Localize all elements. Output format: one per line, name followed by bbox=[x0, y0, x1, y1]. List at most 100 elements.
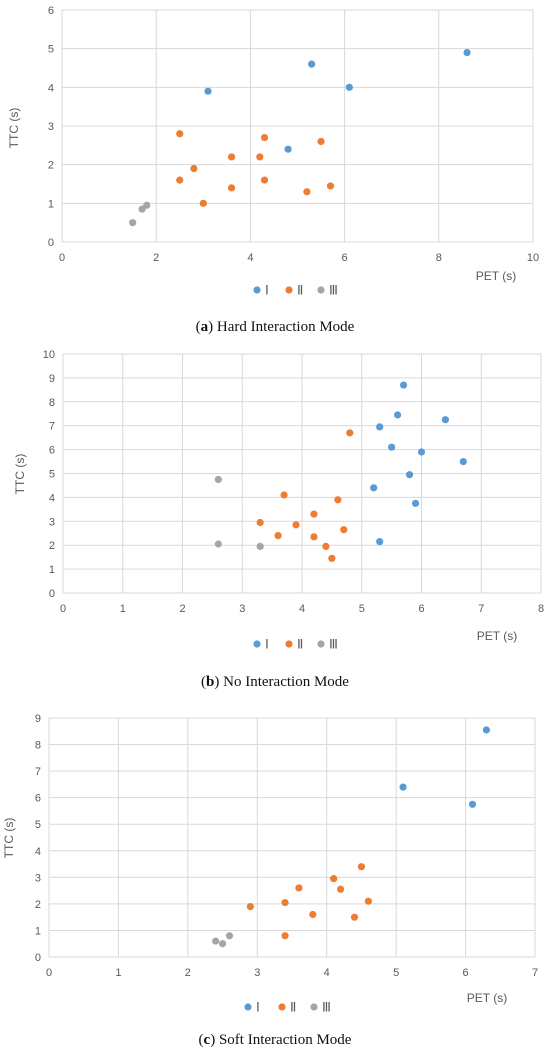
y-tick-label: 1 bbox=[35, 925, 41, 937]
data-point-i bbox=[376, 423, 384, 431]
legend-label-iii: Ⅲ bbox=[329, 637, 338, 652]
data-point-ii bbox=[364, 897, 372, 905]
legend-marker-i bbox=[253, 640, 261, 648]
data-point-ii bbox=[326, 182, 335, 190]
plot-area bbox=[48, 717, 536, 958]
data-point-ii bbox=[346, 429, 354, 437]
legend-marker-iii bbox=[310, 1003, 318, 1011]
x-tick-label: 0 bbox=[59, 252, 65, 264]
y-tick-label: 1 bbox=[48, 198, 54, 210]
x-axis-title: PET (s) bbox=[476, 269, 516, 283]
data-point-ii bbox=[260, 134, 269, 142]
x-tick-label: 8 bbox=[436, 252, 442, 264]
data-point-i bbox=[399, 381, 408, 389]
x-tick-label: 5 bbox=[393, 967, 399, 979]
y-tick-label: 10 bbox=[43, 349, 55, 361]
data-point-ii bbox=[317, 137, 325, 146]
x-tick-label: 3 bbox=[254, 967, 260, 979]
y-tick-label: 5 bbox=[48, 44, 54, 56]
caption-text: Hard Interaction Mode bbox=[217, 319, 355, 335]
y-tick-label: 2 bbox=[49, 540, 55, 552]
data-point-ii bbox=[256, 518, 264, 527]
data-point-ii bbox=[330, 875, 338, 883]
x-tick-label: 7 bbox=[478, 603, 484, 615]
x-tick-label: 4 bbox=[247, 252, 253, 264]
legend-marker-i bbox=[244, 1003, 252, 1011]
data-point-ii bbox=[340, 526, 348, 534]
data-point-ii bbox=[328, 554, 336, 562]
y-tick-label: 4 bbox=[48, 82, 54, 94]
x-tick-label: 5 bbox=[359, 603, 365, 615]
data-point-iii bbox=[218, 940, 227, 948]
y-tick-label: 5 bbox=[49, 469, 55, 481]
y-tick-label: 6 bbox=[49, 445, 55, 457]
data-point-i bbox=[376, 538, 384, 546]
x-axis-title: PET (s) bbox=[477, 629, 517, 643]
x-tick-label: 2 bbox=[153, 252, 159, 264]
caption-text: No Interaction Mode bbox=[223, 674, 349, 690]
legend-marker-i bbox=[253, 286, 261, 294]
y-tick-label: 7 bbox=[49, 421, 55, 433]
data-point-i bbox=[482, 726, 490, 734]
data-point-i bbox=[417, 448, 426, 456]
data-point-ii bbox=[303, 188, 311, 196]
y-tick-label: 2 bbox=[48, 160, 54, 172]
y-tick-label: 5 bbox=[35, 819, 41, 831]
x-tick-label: 7 bbox=[532, 967, 538, 979]
y-tick-label: 3 bbox=[49, 516, 55, 528]
figure-caption: (a) Hard Interaction Mode bbox=[196, 319, 355, 335]
data-point-ii bbox=[227, 184, 236, 192]
scatter-chart-no-interaction: 0 1 2 3 4 5 6 7 8 9 10 0 1 2 3 4 5 6 7 8 PET (s) TTC (s) Ⅰ Ⅱ Ⅲ (b… bbox=[13, 349, 544, 690]
legend-label-ii: Ⅱ bbox=[290, 1000, 296, 1015]
y-tick-label: 1 bbox=[49, 564, 55, 576]
y-tick-label: 0 bbox=[35, 952, 41, 964]
data-point-i bbox=[284, 145, 292, 153]
data-point-iii bbox=[214, 475, 222, 484]
x-tick-label: 1 bbox=[115, 967, 121, 979]
legend-label-i: Ⅰ bbox=[265, 283, 269, 298]
figure-caption: (c) Soft Interaction Mode bbox=[199, 1032, 352, 1048]
data-point-i bbox=[459, 457, 467, 466]
y-axis-title: TTC (s) bbox=[7, 108, 21, 149]
plot-area bbox=[61, 9, 534, 243]
data-point-i bbox=[370, 484, 378, 492]
data-point-iii bbox=[214, 540, 222, 548]
x-tick-label: 6 bbox=[418, 603, 424, 615]
y-tick-label: 0 bbox=[48, 237, 54, 249]
x-tick-label: 4 bbox=[324, 967, 330, 979]
data-point-i bbox=[441, 416, 449, 424]
caption-letter: a bbox=[201, 319, 209, 335]
data-point-ii bbox=[281, 898, 289, 907]
y-axis-title: TTC (s) bbox=[13, 454, 27, 495]
x-tick-label: 6 bbox=[342, 252, 348, 264]
data-point-i bbox=[399, 783, 407, 791]
caption-letter: c bbox=[204, 1032, 211, 1048]
x-tick-label: 3 bbox=[239, 603, 245, 615]
data-point-ii bbox=[310, 510, 318, 518]
y-tick-label: 3 bbox=[48, 121, 54, 133]
legend-label-iii: Ⅲ bbox=[322, 1000, 331, 1015]
legend-label-ii: Ⅱ bbox=[297, 637, 303, 652]
legend-marker-iii bbox=[317, 286, 325, 294]
data-point-ii bbox=[337, 885, 345, 893]
data-point-ii bbox=[176, 130, 184, 138]
data-point-ii bbox=[256, 153, 264, 161]
x-tick-label: 1 bbox=[120, 603, 126, 615]
x-tick-label: 2 bbox=[179, 603, 185, 615]
x-axis-title: PET (s) bbox=[467, 991, 507, 1005]
data-point-i bbox=[204, 87, 212, 95]
x-tick-label: 0 bbox=[60, 603, 66, 615]
y-tick-label: 9 bbox=[35, 713, 41, 725]
data-point-ii bbox=[281, 932, 289, 940]
plot-area bbox=[62, 353, 542, 594]
data-point-ii bbox=[274, 532, 282, 540]
data-point-ii bbox=[176, 176, 184, 184]
y-tick-label: 4 bbox=[49, 492, 55, 504]
scatter-chart-soft-interaction: 0 1 2 3 4 5 6 7 8 9 0 1 2 3 4 5 6 7 PET (s) TTC (s) Ⅰ Ⅱ Ⅲ (c) S… bbox=[2, 713, 538, 1048]
y-tick-label: 6 bbox=[48, 5, 54, 17]
legend-marker-ii bbox=[285, 286, 293, 294]
legend-label-iii: Ⅲ bbox=[329, 283, 338, 298]
data-point-ii bbox=[227, 153, 236, 161]
data-point-i bbox=[345, 83, 353, 91]
